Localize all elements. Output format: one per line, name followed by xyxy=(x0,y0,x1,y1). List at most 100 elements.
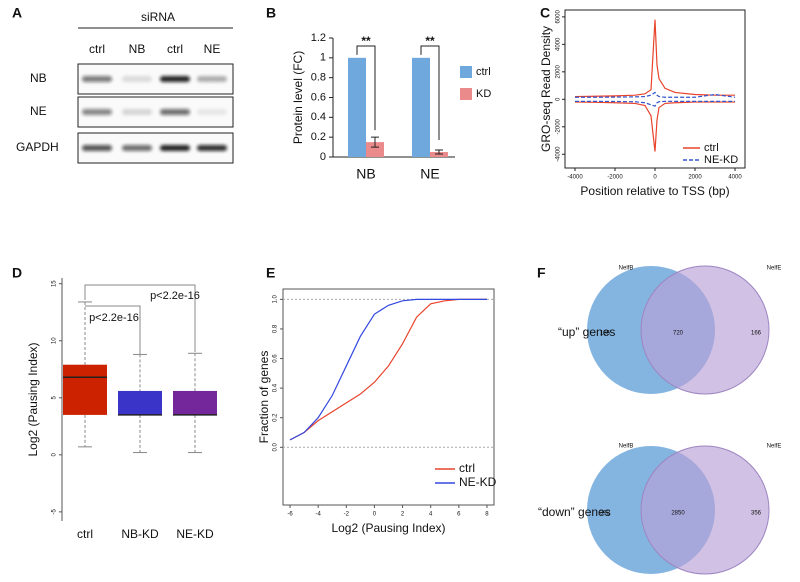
x-tick-label: -4000 xyxy=(567,175,583,181)
legend-label: ctrl xyxy=(704,142,719,154)
box xyxy=(118,390,162,415)
y-tick-label: 0.6 xyxy=(311,91,326,103)
y-tick-label: 0.2 xyxy=(273,413,279,422)
y-axis-label: Protein level (FC) xyxy=(291,51,305,144)
legend-label: ctrl xyxy=(459,461,475,475)
significance-label: p<2.2e-16 xyxy=(150,290,200,302)
y-tick-label: 0.0 xyxy=(273,442,279,451)
legend-swatch xyxy=(460,66,472,78)
y-tick-label: -5 xyxy=(52,509,58,515)
x-tick-label: 4 xyxy=(429,512,433,518)
y-tick-label: 0 xyxy=(52,453,58,457)
y-tick-label: 0.4 xyxy=(311,111,326,123)
significance-label: ** xyxy=(361,34,371,48)
panel-label: B xyxy=(266,5,276,21)
venn-set xyxy=(640,445,770,575)
legend-swatch xyxy=(460,88,472,100)
series-line xyxy=(574,19,735,98)
y-tick-label: 0.8 xyxy=(273,324,279,333)
series-line xyxy=(289,298,487,441)
blot-band xyxy=(82,145,112,151)
region-count: 356 xyxy=(751,511,762,517)
y-axis-label: Fraction of genes xyxy=(257,351,271,444)
lane-label: ctrl xyxy=(167,42,183,56)
series-line xyxy=(574,101,735,152)
x-axis-label: Log2 (Pausing Index) xyxy=(331,521,445,535)
series-line xyxy=(575,100,735,107)
venn-set xyxy=(640,265,770,395)
blot-band xyxy=(160,109,190,115)
x-tick-label: NE-KD xyxy=(176,527,214,541)
chart-venn: NelfB NelfE 185 720 166 “up” genes xyxy=(558,265,782,395)
y-tick-label: -2000 xyxy=(556,118,562,134)
chart-ecdf: 0.0 0.2 0.4 0.6 0.8 1.0 -6 -4 -2 0 2 4 6 8 Log2 (Pausi… xyxy=(257,288,497,535)
chart-venn: NelfB NelfE 392 2850 356 “down” genes xyxy=(538,444,781,575)
venn-label: “down” genes xyxy=(538,505,611,519)
y-tick-label: 4000 xyxy=(556,37,562,51)
x-tick-label: NB-KD xyxy=(121,527,159,541)
region-count: 2850 xyxy=(671,511,685,517)
legend-label: NE-KD xyxy=(459,475,497,489)
x-axis-label: Position relative to TSS (bp) xyxy=(580,184,729,198)
x-tick-label: -4 xyxy=(315,512,321,518)
bar xyxy=(412,57,430,158)
blot-band xyxy=(160,76,190,82)
set-label: NelfB xyxy=(619,444,634,450)
legend-label: NE-KD xyxy=(704,154,738,166)
venn-label: “up” genes xyxy=(558,325,615,339)
panel-label: D xyxy=(12,265,22,281)
significance-bracket xyxy=(85,305,141,354)
legend-label: ctrl xyxy=(476,66,491,78)
panel-label: F xyxy=(537,265,546,281)
x-tick-label: 2 xyxy=(401,512,405,518)
panel-label: A xyxy=(12,5,22,21)
chart-line: -4000 -2000 0 2000 4000 6000 -4000 -2000 0 2000 40… xyxy=(539,9,746,198)
blot-band xyxy=(122,76,152,82)
y-tick-label: 0.8 xyxy=(311,72,326,84)
region-count: 166 xyxy=(751,331,762,337)
y-tick-label: 0 xyxy=(320,151,326,163)
bar xyxy=(366,142,384,157)
box xyxy=(173,390,217,415)
y-tick-label: 10 xyxy=(52,337,58,344)
y-axis-label: GRO-seq Read Density xyxy=(539,26,553,152)
x-tick-label: 2000 xyxy=(688,175,702,181)
y-tick-label: 1 xyxy=(320,52,326,64)
blot-band xyxy=(197,76,227,82)
y-axis-label: Log2 (Pausing Index) xyxy=(26,342,40,456)
x-tick-label: NB xyxy=(356,166,375,182)
lane-label: ctrl xyxy=(89,42,105,56)
series-line xyxy=(575,91,736,98)
error-bar xyxy=(435,149,443,155)
y-tick-label: 0.6 xyxy=(273,354,279,363)
set-label: NelfE xyxy=(767,266,782,272)
x-tick-label: 0 xyxy=(373,512,377,518)
x-tick-label: 6 xyxy=(457,512,461,518)
row-label: GAPDH xyxy=(16,140,59,154)
significance-bracket xyxy=(356,45,376,131)
significance-label: p<2.2e-16 xyxy=(89,312,139,324)
lane-label: NB xyxy=(129,42,146,56)
blot-band xyxy=(82,109,112,115)
significance-label: ** xyxy=(425,34,435,48)
y-tick-label: 0 xyxy=(556,97,562,101)
chart-bar: 0 0.2 0.4 0.6 0.8 1 1.2 Protein level (FC) NB ** N… xyxy=(291,32,491,182)
row-label: NB xyxy=(30,71,47,85)
panel-label: E xyxy=(266,265,275,281)
set-label: NelfB xyxy=(619,266,634,272)
lane-label: NE xyxy=(204,42,221,56)
western-blot: siRNA ctrl NB ctrl NE NB NE GAPDH xyxy=(16,10,234,164)
x-tick-label: 0 xyxy=(653,175,657,181)
box xyxy=(63,364,107,415)
blot-band xyxy=(122,145,152,151)
y-tick-label: 0.4 xyxy=(273,383,279,392)
y-tick-label: 15 xyxy=(52,280,58,287)
series-line xyxy=(289,298,487,441)
x-tick-label: NE xyxy=(420,166,439,182)
blot-band xyxy=(197,109,227,115)
y-tick-label: 6000 xyxy=(556,10,562,24)
y-tick-label: 0.2 xyxy=(311,131,326,143)
y-tick-label: 1.0 xyxy=(273,295,279,304)
bar xyxy=(348,57,366,158)
y-tick-label: 2000 xyxy=(556,64,562,78)
